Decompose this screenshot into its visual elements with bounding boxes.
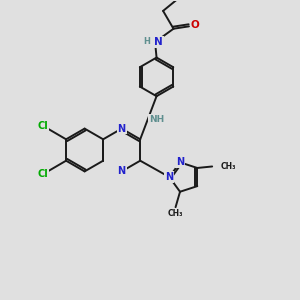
Text: O: O [190, 20, 199, 30]
Text: Cl: Cl [38, 169, 48, 179]
Text: H: H [143, 37, 150, 46]
Text: CH₃: CH₃ [168, 208, 183, 217]
Text: N: N [154, 37, 163, 47]
Text: N: N [118, 124, 126, 134]
Text: NH: NH [149, 115, 164, 124]
Text: Cl: Cl [38, 121, 48, 131]
Text: N: N [118, 167, 126, 176]
Text: CH₃: CH₃ [220, 162, 236, 171]
Text: N: N [176, 157, 184, 167]
Text: N: N [165, 172, 173, 182]
